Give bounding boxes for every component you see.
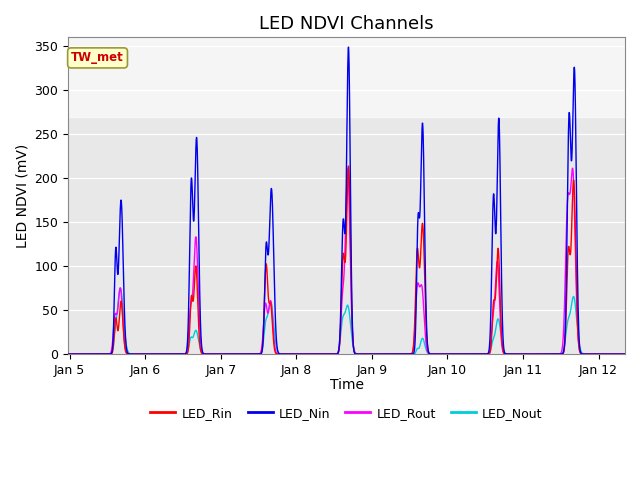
Title: LED NDVI Channels: LED NDVI Channels	[259, 15, 434, 33]
Bar	[68, 37, 625, 117]
Legend: LED_Rin, LED_Nin, LED_Rout, LED_Nout: LED_Rin, LED_Nin, LED_Rout, LED_Nout	[145, 402, 548, 424]
X-axis label: Time: Time	[330, 378, 364, 392]
Y-axis label: LED NDVI (mV): LED NDVI (mV)	[15, 144, 29, 248]
Text: TW_met: TW_met	[71, 51, 124, 64]
